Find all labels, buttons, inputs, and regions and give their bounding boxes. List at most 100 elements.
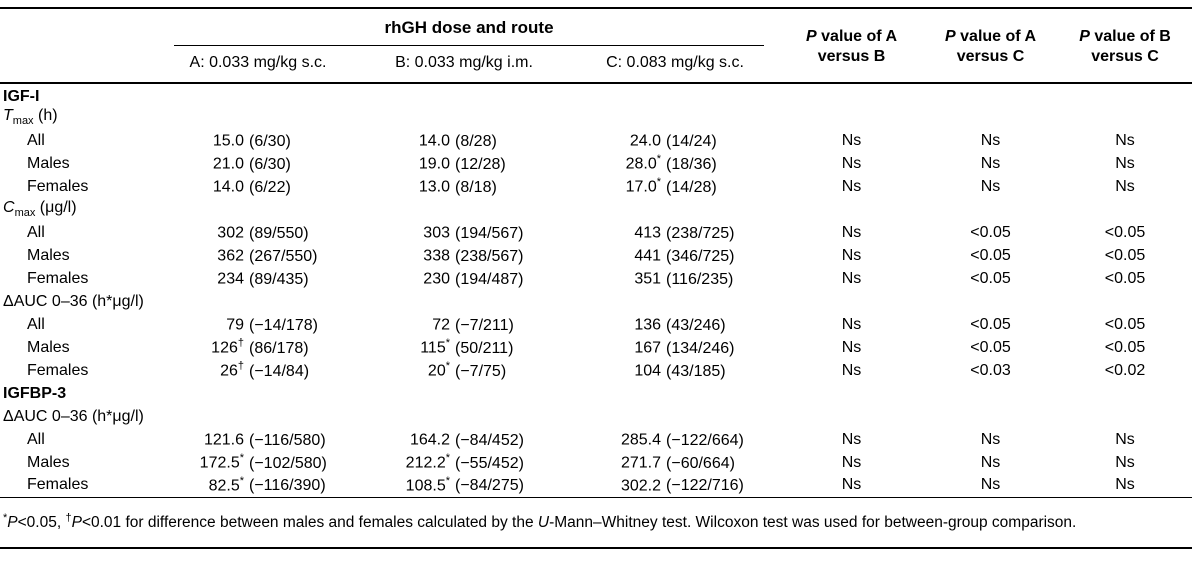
cell-p-ac: <0.03 [970, 361, 1011, 379]
cell-dose-c: 441 (346/725) [634, 247, 735, 265]
data-row-dauc-igfbp3-all: All 121.6 (−116/580) 164.2 (−84/452) 285.4… [0, 428, 1192, 451]
cell-p-ac: <0.05 [970, 223, 1011, 241]
cell-dose-c: 351 (116/235) [634, 270, 734, 288]
section-row-igf1: IGF-I [0, 83, 1192, 106]
header-p-a-vs-b: P value of A versus B [780, 8, 924, 84]
cell-dose-a: 79 (−14/178) [226, 316, 318, 334]
cell-dose-c: 28.0* (18/36) [625, 153, 717, 173]
param-label: Cmax (μg/l) [3, 199, 77, 220]
cell-dose-b: 19.0 (12/28) [418, 155, 506, 173]
cell-dose-c: 302.2 (−122/716) [620, 477, 744, 495]
header-p-b-vs-c: P value of B versus C [1058, 8, 1192, 84]
cell-dose-b: 212.2* (−55/452) [405, 452, 524, 472]
header-dose-a: A: 0.033 mg/kg s.c. [158, 46, 358, 84]
cell-dose-c: 104 (43/185) [634, 362, 726, 380]
cell-dose-c: 413 (238/725) [634, 224, 735, 242]
cell-p-ab: Ns [841, 131, 862, 149]
data-row-cmax-all: All 302 (89/550) 303 (194/567) 413 (238/725… [0, 221, 1192, 244]
cell-dose-a: 302 (89/550) [217, 224, 309, 242]
cell-p-ab: Ns [841, 154, 862, 172]
spanner-label: rhGH dose and route [174, 18, 765, 46]
cell-p-bc: <0.05 [1104, 246, 1146, 264]
data-row-dauc-igf1-all: All 79 (−14/178) 72 (−7/211) 136 (43/246) N… [0, 313, 1192, 336]
cell-dose-a: 82.5* (−116/390) [208, 475, 326, 495]
section-label: IGF-I [3, 88, 40, 105]
section-row-igfbp3: IGFBP-3 [0, 382, 1192, 405]
cell-dose-a: 362 (267/550) [217, 247, 318, 265]
cell-dose-b: 20* (−7/75) [427, 360, 507, 380]
cell-p-ab: Ns [841, 338, 862, 356]
row-label: Females [27, 476, 89, 494]
row-label: Males [27, 246, 70, 264]
cell-p-bc: Ns [1115, 131, 1135, 149]
cell-dose-c: 24.0 (14/24) [629, 132, 717, 150]
cell-p-ac: Ns [980, 430, 1001, 448]
row-label: Males [27, 154, 70, 172]
cell-p-ac: <0.05 [970, 338, 1011, 356]
header-dose-b: B: 0.033 mg/kg i.m. [358, 46, 570, 84]
cell-dose-b: 338 (238/567) [423, 247, 524, 265]
data-row-tmax-all: All 15.0 (6/30) 14.0 (8/28) 24.0 (14/24) Ns… [0, 129, 1192, 152]
cell-p-bc: Ns [1115, 177, 1135, 195]
cell-p-bc: Ns [1115, 476, 1135, 494]
data-row-cmax-males: Males 362 (267/550) 338 (238/567) 441 (346/… [0, 244, 1192, 267]
data-row-cmax-females: Females 234 (89/435) 230 (194/487) 351 (116… [0, 267, 1192, 290]
row-label: All [27, 131, 45, 149]
cell-p-ab: Ns [841, 453, 862, 471]
cell-p-bc: <0.05 [1104, 223, 1146, 241]
p-header-line2: versus B [817, 47, 886, 65]
cell-p-bc: <0.05 [1104, 269, 1146, 287]
cell-p-bc: <0.02 [1104, 361, 1146, 379]
cell-p-ac: Ns [980, 154, 1001, 172]
cell-dose-c: 136 (43/246) [634, 316, 726, 334]
row-label: All [27, 315, 45, 333]
row-label: Females [27, 177, 89, 195]
p-header-line1: P value of A [806, 27, 898, 45]
cell-p-ac: Ns [980, 177, 1001, 195]
param-row-dauc-igf1: ΔAUC 0–36 (h*μg/l) [0, 290, 1192, 313]
cell-dose-b: 230 (194/487) [423, 270, 524, 288]
stub-cell [0, 46, 158, 84]
cell-p-ab: Ns [841, 430, 862, 448]
cell-p-ac: <0.05 [970, 246, 1011, 264]
cell-dose-a: 234 (89/435) [217, 270, 309, 288]
header-dose-c: C: 0.083 mg/kg s.c. [570, 46, 781, 84]
cell-dose-b: 72 (−7/211) [432, 316, 514, 334]
cell-p-ab: Ns [841, 177, 862, 195]
cell-p-bc: Ns [1115, 453, 1135, 471]
param-row-dauc-igfbp3: ΔAUC 0–36 (h*μg/l) [0, 405, 1192, 428]
spanner-header: rhGH dose and route [158, 8, 780, 46]
data-row-dauc-igf1-females: Females 26† (−14/84) 20* (−7/75) 104 (43/18… [0, 359, 1192, 382]
cell-dose-a: 14.0 (6/22) [212, 178, 291, 196]
cell-p-ac: <0.05 [970, 269, 1011, 287]
cell-dose-b: 14.0 (8/28) [418, 132, 497, 150]
cell-dose-b: 115* (50/211) [420, 337, 514, 357]
cell-dose-c: 285.4 (−122/664) [620, 431, 744, 449]
cell-p-ac: Ns [980, 453, 1001, 471]
param-label: Tmax (h) [3, 107, 58, 128]
param-label: ΔAUC 0–36 (h*μg/l) [3, 292, 144, 310]
param-label: ΔAUC 0–36 (h*μg/l) [3, 407, 144, 425]
cell-dose-a: 21.0 (6/30) [212, 155, 291, 173]
cell-p-ab: Ns [841, 476, 862, 494]
header-p-a-vs-c: P value of A versus C [923, 8, 1059, 84]
cell-dose-a: 121.6 (−116/580) [203, 431, 326, 449]
cell-dose-b: 13.0 (8/18) [418, 178, 497, 196]
results-table: rhGH dose and route P value of A versus … [0, 7, 1192, 498]
cell-dose-b: 303 (194/567) [423, 224, 524, 242]
cell-p-bc: Ns [1115, 154, 1135, 172]
data-row-dauc-igf1-males: Males 126† (86/178) 115* (50/211) 167 (134/… [0, 336, 1192, 359]
row-label: Males [27, 453, 70, 471]
header-row-spanner: rhGH dose and route P value of A versus … [0, 8, 1192, 84]
row-label: Males [27, 338, 70, 356]
data-row-dauc-igfbp3-females: Females 82.5* (−116/390) 108.5* (−84/275) … [0, 474, 1192, 497]
cell-p-ac: <0.05 [970, 315, 1011, 333]
row-label: Females [27, 361, 89, 379]
stub-cell [0, 8, 158, 46]
row-label: All [27, 430, 45, 448]
data-row-dauc-igfbp3-males: Males 172.5* (−102/580) 212.2* (−55/452) 2… [0, 451, 1192, 474]
cell-dose-b: 108.5* (−84/275) [405, 475, 524, 495]
data-row-tmax-females: Females 14.0 (6/22) 13.0 (8/18) 17.0* (14/2… [0, 175, 1192, 198]
row-label: Females [27, 269, 89, 287]
